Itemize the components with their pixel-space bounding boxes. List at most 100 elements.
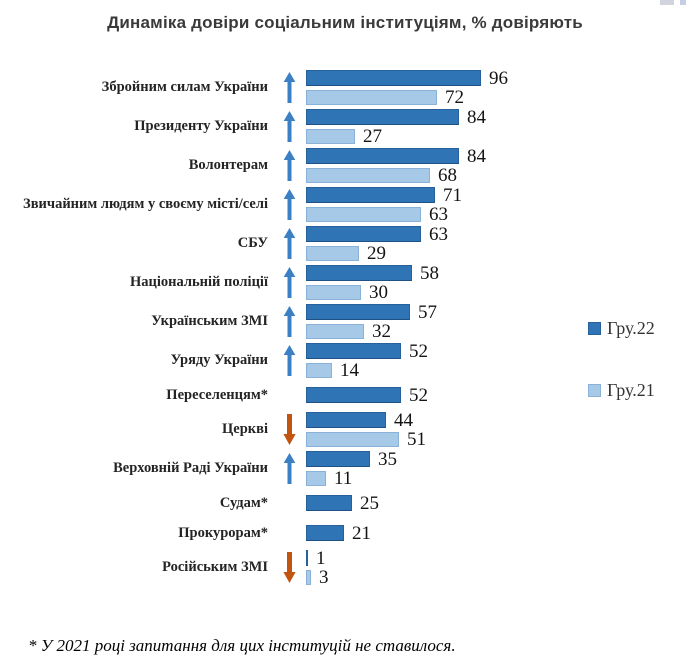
category-label: Національній поліції bbox=[129, 274, 268, 290]
chart-row: Переселенцям* 52 bbox=[0, 380, 565, 410]
bar-gru22-value: 1 bbox=[316, 547, 326, 569]
bar-gru22-line: 71 bbox=[306, 186, 565, 205]
bar-chart: Збройним силам України 96 72 Президенту Укр… bbox=[0, 68, 690, 587]
bar-group: 84 27 bbox=[306, 106, 565, 147]
bar-gru21-line: 11 bbox=[306, 467, 565, 489]
category-label: Верховній Раді України bbox=[113, 460, 268, 476]
chart-row: Національній поліції 58 30 bbox=[0, 263, 565, 302]
bar-gru22-value: 52 bbox=[409, 384, 428, 406]
bar-gru21 bbox=[306, 245, 359, 261]
trend-up-icon bbox=[283, 228, 295, 259]
bar-gru21-line: 29 bbox=[306, 242, 565, 264]
legend-swatch-gru22 bbox=[588, 322, 601, 335]
legend-label-gru22: Гру.22 bbox=[607, 318, 655, 338]
trend-up-icon bbox=[283, 345, 295, 376]
bar-gru22-line: 96 bbox=[306, 67, 565, 89]
footnote: * У 2021 році запитання для цих інституц… bbox=[28, 636, 456, 655]
bar-gru21-value: 29 bbox=[367, 242, 386, 264]
bar-gru22-value: 35 bbox=[378, 448, 397, 470]
bar-gru22-value: 21 bbox=[352, 522, 371, 544]
bar-group: 25 bbox=[306, 494, 565, 513]
trend-arrow bbox=[272, 188, 306, 221]
bar-gru21-line: 51 bbox=[306, 428, 565, 450]
bar-gru21-line: 3 bbox=[306, 566, 565, 588]
bar-gru22 bbox=[306, 412, 386, 428]
bar-gru22 bbox=[306, 525, 344, 541]
bar-group: 71 63 bbox=[306, 186, 565, 225]
chart-title: Динаміка довіри соціальним інституціям, … bbox=[107, 13, 583, 32]
category-label: Звичайним людям у своєму місті/селі bbox=[23, 196, 268, 212]
legend: Гру.22 Гру.21 bbox=[588, 318, 655, 401]
cropped-artifact-mark bbox=[660, 0, 674, 5]
chart-row: Звичайним людям у своєму місті/селі 71 63 bbox=[0, 185, 565, 224]
chart-row: Українським ЗМІ 57 32 bbox=[0, 302, 565, 341]
bar-gru22 bbox=[306, 265, 412, 281]
bar-gru21-line: 14 bbox=[306, 359, 565, 381]
bar-group: 44 51 bbox=[306, 409, 565, 450]
bar-gru22 bbox=[306, 495, 352, 511]
legend-item-gru21: Гру.21 bbox=[588, 380, 655, 401]
trend-arrow bbox=[272, 344, 306, 377]
bar-gru22-line: 44 bbox=[306, 409, 565, 431]
bar-gru21-value: 3 bbox=[319, 566, 329, 588]
category-label: Прокурорам* bbox=[178, 524, 268, 541]
bar-gru21-line: 68 bbox=[306, 164, 565, 186]
bar-gru21-value: 63 bbox=[429, 203, 448, 225]
chart-row: СБУ 63 29 bbox=[0, 224, 565, 263]
category-label: Уряду України bbox=[170, 352, 268, 368]
category-label: Переселенцям* bbox=[166, 386, 268, 403]
bar-gru21-value: 27 bbox=[363, 125, 382, 147]
bar-gru21-value: 14 bbox=[340, 359, 359, 381]
bar-gru21-line: 27 bbox=[306, 125, 565, 147]
trend-arrow bbox=[272, 149, 306, 182]
bar-gru22-line: 25 bbox=[306, 494, 565, 513]
bar-gru22-line: 35 bbox=[306, 448, 565, 470]
bar-gru21 bbox=[306, 362, 332, 378]
category-label: Волонтерам bbox=[188, 157, 268, 173]
bar-gru22 bbox=[306, 148, 459, 164]
bar-gru22-line: 52 bbox=[306, 340, 565, 362]
bar-gru22 bbox=[306, 550, 308, 566]
category-label: Російським ЗМІ bbox=[162, 559, 268, 575]
bar-gru22 bbox=[306, 304, 410, 320]
trend-arrow bbox=[272, 227, 306, 260]
category-label: Церкві bbox=[222, 421, 268, 437]
bar-gru22-value: 44 bbox=[394, 409, 413, 431]
bar-gru22-value: 84 bbox=[467, 106, 486, 128]
category-label: Збройним силам України bbox=[101, 79, 268, 95]
chart-row: Верховній Раді України 35 11 bbox=[0, 449, 565, 488]
category-label: Судам* bbox=[219, 494, 268, 511]
category-label: СБУ bbox=[237, 235, 268, 251]
bar-gru22-line: 1 bbox=[306, 547, 565, 569]
bar-gru21 bbox=[306, 128, 355, 144]
trend-up-icon bbox=[283, 189, 295, 220]
bar-gru21-value: 68 bbox=[438, 164, 457, 186]
bar-gru22-value: 84 bbox=[467, 145, 486, 167]
bar-gru22-line: 52 bbox=[306, 384, 565, 406]
bar-group: 58 30 bbox=[306, 262, 565, 302]
bar-gru22 bbox=[306, 226, 421, 242]
bar-gru22-value: 96 bbox=[489, 67, 508, 89]
trend-arrow bbox=[272, 110, 306, 143]
trend-up-icon bbox=[283, 267, 295, 298]
bar-gru22 bbox=[306, 187, 435, 203]
trend-up-icon bbox=[283, 72, 295, 103]
bar-gru22-line: 84 bbox=[306, 106, 565, 128]
legend-swatch-gru21 bbox=[588, 384, 601, 397]
bar-group: 52 bbox=[306, 384, 565, 406]
trend-up-icon bbox=[283, 453, 295, 484]
legend-label-gru21: Гру.21 bbox=[607, 380, 655, 400]
bar-gru21 bbox=[306, 470, 326, 486]
bar-gru22-value: 52 bbox=[409, 340, 428, 362]
bar-gru22 bbox=[306, 451, 370, 467]
bar-gru21-value: 51 bbox=[407, 428, 426, 450]
bar-gru22-value: 58 bbox=[420, 262, 439, 284]
bar-gru22 bbox=[306, 387, 401, 403]
bar-gru21-line: 30 bbox=[306, 283, 565, 302]
chart-row: Церкві 44 51 bbox=[0, 410, 565, 449]
bar-gru21 bbox=[306, 323, 364, 339]
bar-group: 52 14 bbox=[306, 340, 565, 381]
category-label: Українським ЗМІ bbox=[151, 313, 268, 329]
bar-gru21-value: 11 bbox=[334, 467, 353, 489]
